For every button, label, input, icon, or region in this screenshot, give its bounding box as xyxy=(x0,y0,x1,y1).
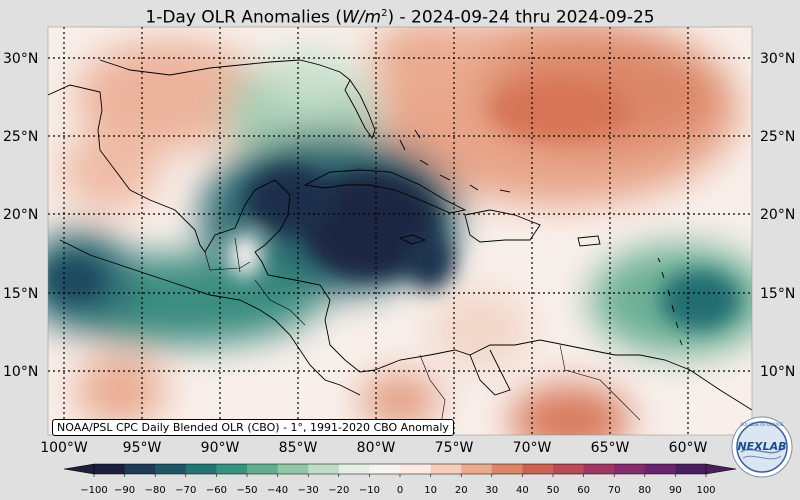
lon-label-85w: 85°W xyxy=(278,440,318,456)
colorbar-swatch xyxy=(124,464,156,474)
colorbar: −100 −90 −80 −70 −60 −50 −40 −30 −20 −10 0 10 20 30 40… xyxy=(63,463,737,496)
colorbar-tick-label: 20 xyxy=(455,485,468,496)
colorbar-swatch xyxy=(94,464,126,474)
lat-label-left-15: 15°N xyxy=(3,286,39,302)
colorbar-swatch xyxy=(277,464,309,474)
lat-label-right-15: 15°N xyxy=(760,286,796,302)
colorbar-extend-low xyxy=(63,463,95,475)
map-title: 1-Day OLR Anomalies (W/m2) - 2024-09-24 … xyxy=(145,7,655,28)
colorbar-swatch xyxy=(369,464,401,474)
colorbar-tick-label: −50 xyxy=(236,485,257,496)
graticule xyxy=(48,27,752,435)
colorbar-tick-label: −30 xyxy=(298,485,319,496)
colorbar-tick-label: 50 xyxy=(547,485,560,496)
colorbar-tick-label: 100 xyxy=(696,485,715,496)
colorbar-swatch xyxy=(247,464,279,474)
colorbar-swatch xyxy=(553,464,585,474)
colorbar-tick-label: 80 xyxy=(638,485,651,496)
lon-label-100w: 100°W xyxy=(40,440,88,456)
colorbar-swatch xyxy=(430,464,462,474)
source-note: NOAA/PSL CPC Daily Blended OLR (CBO) - 1… xyxy=(52,419,454,436)
colorbar-tick-label: −100 xyxy=(80,485,107,496)
colorbar-swatch xyxy=(400,464,432,474)
colorbar-tick-label: 30 xyxy=(485,485,498,496)
colorbar-swatch xyxy=(614,464,646,474)
coastlines xyxy=(48,59,752,431)
nexlab-logo: NEXLAB COLLEGE OF DUPAGE xyxy=(731,416,793,478)
logo-ring-text: COLLEGE OF DUPAGE xyxy=(740,422,783,427)
colorbar-tick-label: 90 xyxy=(669,485,682,496)
colorbar-tick-label: −40 xyxy=(267,485,288,496)
lat-label-left-20: 20°N xyxy=(3,207,39,223)
lon-label-60w: 60°W xyxy=(668,440,708,456)
lon-label-95w: 95°W xyxy=(122,440,162,456)
colorbar-swatch xyxy=(308,464,340,474)
colorbar-swatch xyxy=(155,464,187,474)
colorbar-tick-label: −70 xyxy=(175,485,196,496)
colorbar-swatch xyxy=(491,464,523,474)
colorbar-tick-label: 10 xyxy=(424,485,437,496)
colorbar-tick-label: −10 xyxy=(359,485,380,496)
colorbar-tick-label: −80 xyxy=(145,485,166,496)
lon-label-65w: 65°W xyxy=(590,440,630,456)
colorbar-swatch xyxy=(522,464,554,474)
lat-label-right-30: 30°N xyxy=(760,51,796,67)
colorbar-swatch xyxy=(216,464,248,474)
colorbar-tick-label: 0 xyxy=(397,485,403,496)
lon-label-70w: 70°W xyxy=(512,440,552,456)
colorbar-swatch xyxy=(461,464,493,474)
colorbar-tick-label: −20 xyxy=(328,485,349,496)
colorbar-tick-label: −90 xyxy=(114,485,135,496)
lat-label-left-10: 10°N xyxy=(3,364,39,380)
lon-label-80w: 80°W xyxy=(356,440,396,456)
lat-label-left-25: 25°N xyxy=(3,129,39,145)
colorbar-tick-label: 60 xyxy=(577,485,590,496)
colorbar-swatch xyxy=(338,464,370,474)
colorbar-tick-label: 40 xyxy=(516,485,529,496)
colorbar-swatch xyxy=(644,464,676,474)
colorbar-tick-label: 70 xyxy=(608,485,621,496)
lon-label-75w: 75°W xyxy=(434,440,474,456)
lat-label-right-25: 25°N xyxy=(760,129,796,145)
colorbar-swatch xyxy=(185,464,217,474)
colorbar-tick-label: −60 xyxy=(206,485,227,496)
lat-label-right-20: 20°N xyxy=(760,207,796,223)
lon-label-90w: 90°W xyxy=(200,440,240,456)
lat-label-left-30: 30°N xyxy=(3,51,39,67)
colorbar-swatch xyxy=(675,464,707,474)
lat-label-right-10: 10°N xyxy=(760,364,796,380)
colorbar-swatch xyxy=(583,464,615,474)
logo-text: NEXLAB xyxy=(737,440,786,453)
